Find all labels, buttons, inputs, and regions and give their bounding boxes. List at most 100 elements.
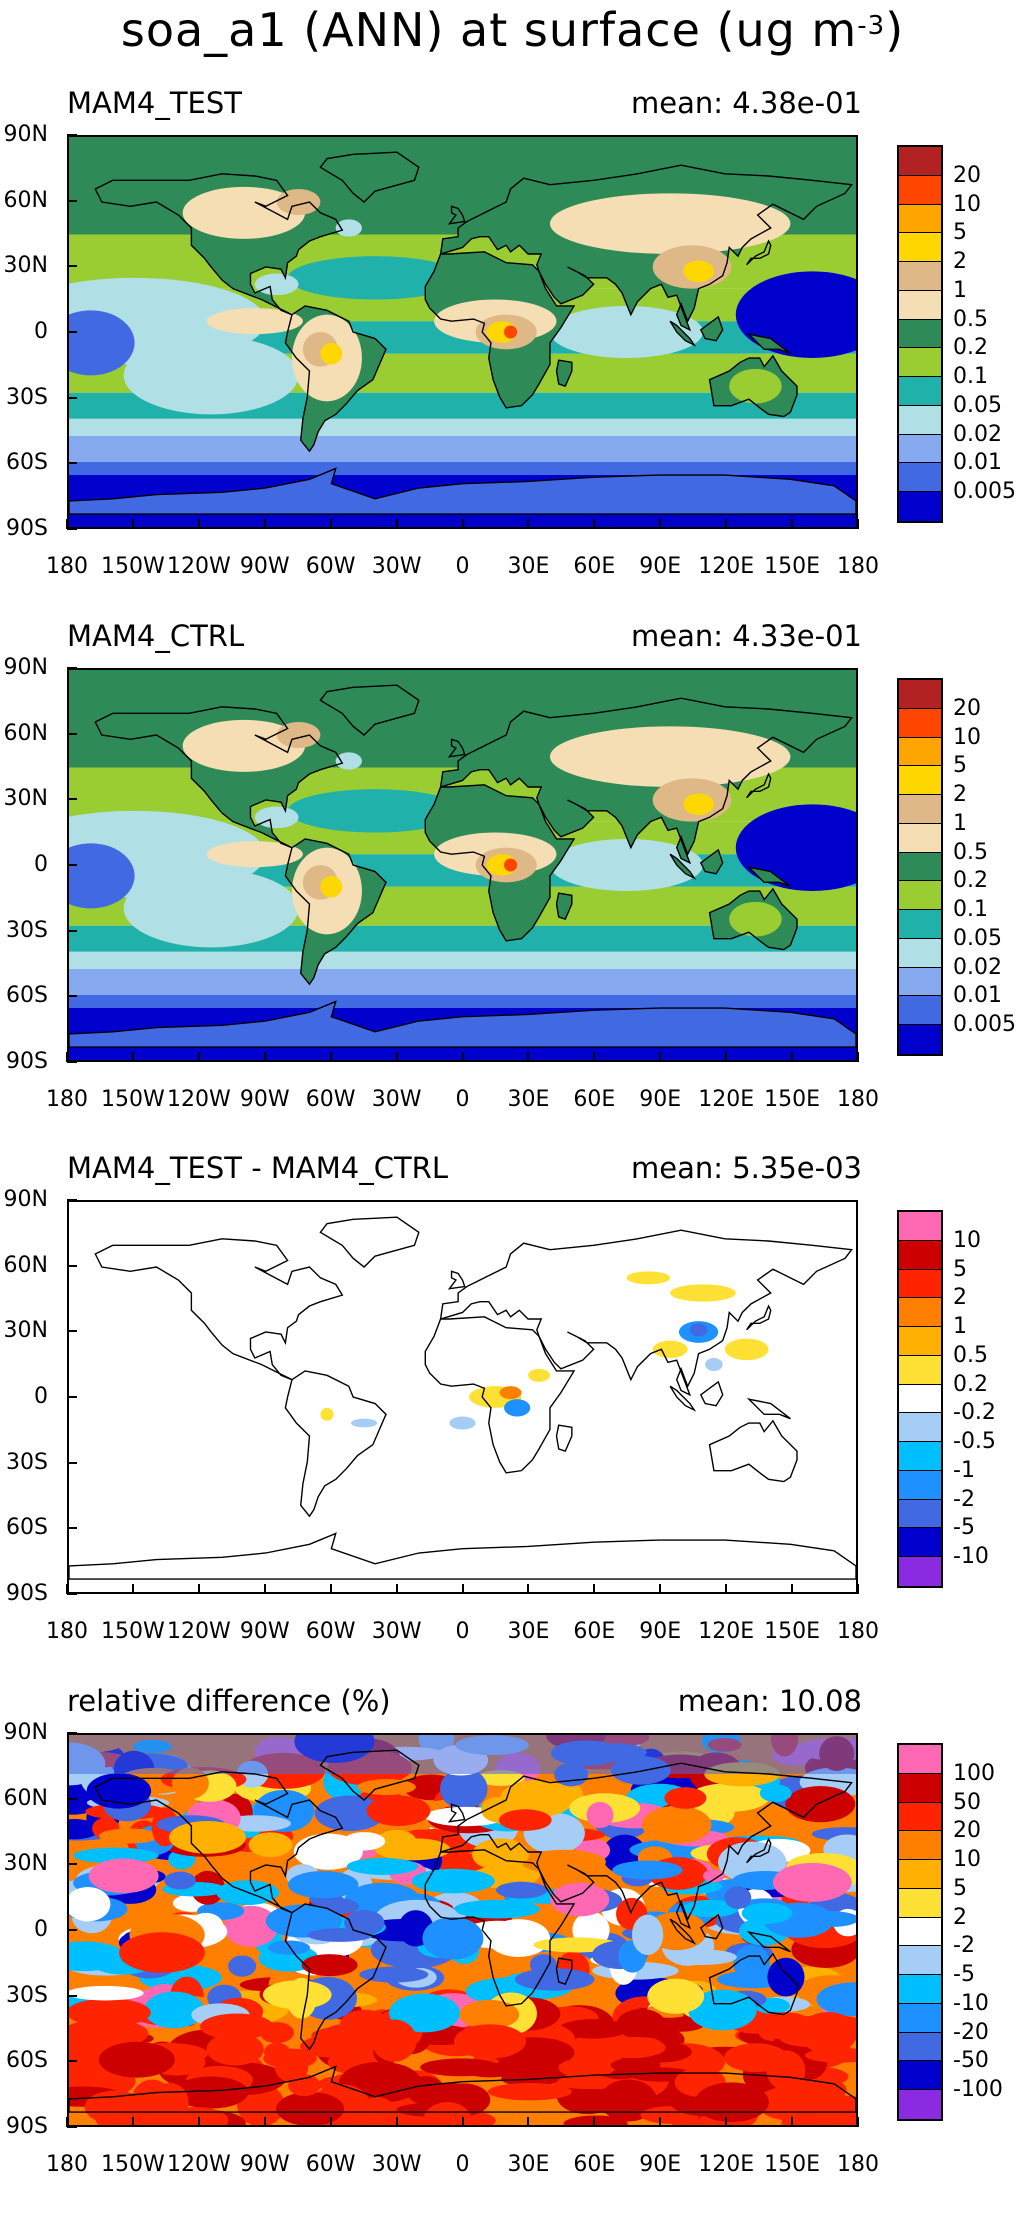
panel-title: MAM4_TEST - MAM4_CTRL xyxy=(67,1151,448,1185)
colorbar-label: 0.01 xyxy=(953,983,1002,1009)
lon-tick-label: 30W xyxy=(371,1087,422,1112)
lat-tick-label: 30S xyxy=(6,1449,48,1475)
lon-tick xyxy=(461,519,464,529)
lon-tick xyxy=(461,1052,464,1062)
lon-tick xyxy=(857,1584,859,1594)
lat-tick-label: 30N xyxy=(3,786,48,812)
lon-tick xyxy=(263,1052,266,1062)
map-panel: MAM4_TEST - MAM4_CTRL mean: 5.35e-03 90N 60… xyxy=(0,1150,1025,1690)
colorbar-swatch xyxy=(899,1499,941,1529)
lat-tick-label: 60S xyxy=(6,983,48,1009)
colorbar-label: 5 xyxy=(953,220,967,246)
colorbar-swatch xyxy=(899,766,941,796)
lon-tick-label: 90W xyxy=(239,554,290,579)
map-svg xyxy=(69,670,856,1060)
lon-tick-label: 150W xyxy=(101,1087,165,1112)
lat-tick xyxy=(67,798,77,801)
lat-tick xyxy=(67,1863,77,1866)
coastline-borneo xyxy=(699,1913,724,1940)
coastline-new-guinea xyxy=(746,333,791,355)
coastline-borneo xyxy=(699,315,724,342)
lat-tick xyxy=(67,1061,77,1063)
coastline-greenland xyxy=(319,151,420,203)
lon-tick-label: 0 xyxy=(455,1087,470,1112)
coastline-north-america xyxy=(94,1771,344,1914)
colorbar-swatch xyxy=(899,737,941,767)
lon-tick-label: 30E xyxy=(507,554,550,579)
colorbar-label: 1 xyxy=(953,1314,967,1340)
coastline-north-america xyxy=(94,1238,344,1381)
lon-tick xyxy=(395,1052,398,1062)
colorbar-label: 2 xyxy=(953,782,967,808)
colorbar-swatch xyxy=(899,405,941,435)
lon-tick xyxy=(461,1584,464,1594)
lat-tick-label: 30N xyxy=(3,1851,48,1877)
lat-tick xyxy=(67,1461,77,1464)
colorbar-swatch xyxy=(899,262,941,291)
lat-tick xyxy=(67,929,77,932)
colorbar-swatch xyxy=(899,938,941,968)
colorbar-swatch xyxy=(899,852,941,882)
lon-tick-label: 0 xyxy=(455,554,470,579)
coastline-madagascar xyxy=(555,359,573,388)
colorbar-label: 0.01 xyxy=(953,450,1002,476)
colorbar-label: -10 xyxy=(953,1990,989,2016)
lat-tick-label: 0 xyxy=(34,319,48,344)
colorbar-label: 5 xyxy=(953,753,967,779)
colorbar-swatch xyxy=(899,708,941,738)
colorbar-label: 10 xyxy=(953,1847,981,1873)
coastline-new-guinea xyxy=(746,866,791,888)
coastline-africa xyxy=(424,251,576,409)
coastline-new-guinea xyxy=(746,1398,791,1420)
lat-tick-label: 90N xyxy=(3,1187,48,1212)
colorbar-swatch xyxy=(899,1384,941,1414)
lon-tick xyxy=(197,1052,200,1062)
title-superscript: -3 xyxy=(857,11,886,41)
coastline-africa xyxy=(424,784,576,942)
lon-tick xyxy=(131,1052,134,1062)
colorbar-label: 20 xyxy=(953,162,981,188)
lon-tick-label: 120W xyxy=(166,1619,231,1644)
lon-tick xyxy=(197,519,200,529)
map-svg xyxy=(69,1202,856,1592)
lat-tick-label: 60N xyxy=(3,187,48,213)
coastline-eurasia xyxy=(439,1229,853,1397)
lat-tick-label: 90N xyxy=(3,655,48,680)
colorbar-swatch xyxy=(899,1860,941,1889)
lon-tick-label: 30E xyxy=(507,2152,550,2177)
coastline-north-america xyxy=(94,706,344,849)
colorbar-label: 0.2 xyxy=(953,335,988,361)
lon-tick-label: 180 xyxy=(837,554,879,579)
lon-tick xyxy=(593,2117,596,2127)
lon-tick xyxy=(329,1584,332,1594)
lat-tick-label: 90S xyxy=(6,1049,48,1074)
colorbar xyxy=(897,1210,943,1588)
colorbar-label: -5 xyxy=(953,1962,975,1988)
coastline-sumatra xyxy=(669,320,697,347)
lon-tick xyxy=(593,519,596,529)
lon-tick-label: 180 xyxy=(46,554,88,579)
colorbar-label: 5 xyxy=(953,1875,967,1901)
colorbar-swatch xyxy=(899,1946,941,1976)
colorbar xyxy=(897,1743,943,2121)
lat-tick-label: 30N xyxy=(3,1318,48,1344)
colorbar-swatch xyxy=(899,204,941,234)
coastline-antarctica xyxy=(69,1000,856,1048)
coastline-antarctica xyxy=(69,467,856,515)
colorbar-label: -1 xyxy=(953,1457,975,1483)
lon-tick xyxy=(66,519,68,529)
lon-tick-label: 0 xyxy=(455,1619,470,1644)
lon-tick-label: 90E xyxy=(639,554,682,579)
coastline-new-guinea xyxy=(746,1931,791,1953)
colorbar-swatch xyxy=(899,967,941,997)
coastline-australia xyxy=(708,1952,798,2016)
colorbar-label: 0.02 xyxy=(953,954,1002,980)
lat-tick-label: 0 xyxy=(34,1917,48,1942)
colorbar-swatch xyxy=(899,1413,941,1443)
lat-tick xyxy=(67,1199,77,1201)
lon-tick xyxy=(131,2117,134,2127)
coastline-eurasia xyxy=(439,697,853,865)
lon-tick xyxy=(395,1584,398,1594)
colorbar-label: 0.5 xyxy=(953,839,988,865)
colorbar-swatch xyxy=(899,175,941,205)
